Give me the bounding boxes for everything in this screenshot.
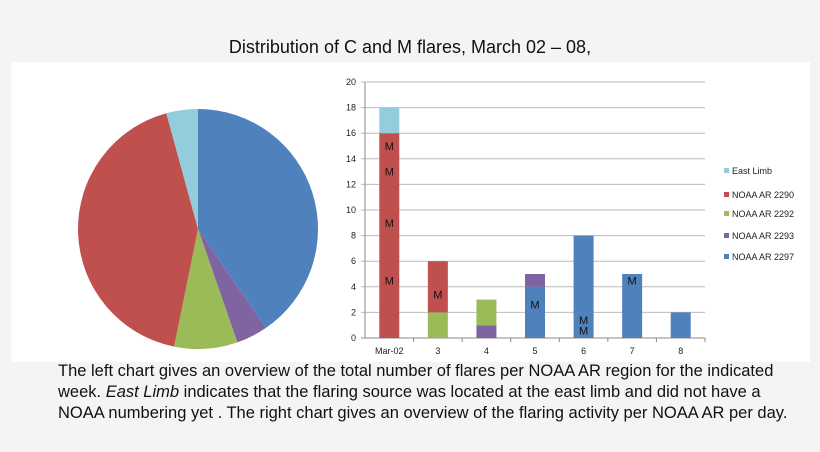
caption: The left chart gives an overview of the … <box>58 361 798 424</box>
bar-noaa-ar-2297 <box>622 274 643 338</box>
m-flare-label: M <box>579 325 588 337</box>
bar-noaa-ar-2290 <box>379 133 400 338</box>
bar-noaa-ar-2292 <box>476 299 497 326</box>
legend-swatch <box>724 233 729 238</box>
legend-label: NOAA AR 2292 <box>732 209 794 219</box>
m-flare-label: M <box>385 141 394 153</box>
x-tick-label: 6 <box>581 346 586 356</box>
legend-swatch <box>724 192 729 197</box>
legend-label: NOAA AR 2293 <box>732 231 794 241</box>
m-flare-label: M <box>433 289 442 301</box>
y-tick-label: 20 <box>346 77 356 87</box>
y-tick-label: 6 <box>351 256 356 266</box>
caption-text: The left chart gives an overview of the … <box>58 362 774 401</box>
pie-slice-noaa-ar-2293 <box>198 229 266 343</box>
y-tick-label: 16 <box>346 128 356 138</box>
m-flare-label: M <box>628 275 637 287</box>
m-flare-label: M <box>530 300 539 312</box>
page-title: Distribution of C and M flares, March 02… <box>228 37 592 57</box>
x-tick-label: 3 <box>435 346 440 356</box>
bar-noaa-ar-2297 <box>573 235 594 338</box>
bar-noaa-ar-2292 <box>427 312 448 338</box>
pie-slice-east-limb <box>166 109 198 229</box>
bar-noaa-ar-2293 <box>525 274 545 287</box>
bar-noaa-ar-2297 <box>525 286 545 338</box>
y-tick-label: 10 <box>346 205 356 215</box>
m-flare-label: M <box>385 275 394 287</box>
caption-text-2: indicates that the flaring source was lo… <box>58 383 788 422</box>
legend-label: East Limb <box>732 166 772 176</box>
x-tick-label: 4 <box>484 346 489 356</box>
x-tick-label: 8 <box>678 346 683 356</box>
m-flare-label: M <box>579 315 588 327</box>
legend-swatch <box>724 254 729 259</box>
pie-slice-noaa-ar-2297 <box>198 109 319 328</box>
legend-swatch <box>724 168 729 173</box>
bar-noaa-ar-2297 <box>670 312 691 338</box>
y-tick-label: 14 <box>346 154 356 164</box>
y-tick-label: 4 <box>351 282 356 292</box>
y-tick-label: 12 <box>346 179 356 189</box>
x-tick-label: 7 <box>630 346 635 356</box>
y-tick-label: 8 <box>351 231 356 241</box>
pie-slice-noaa-ar-2292 <box>174 229 238 350</box>
y-tick-label: 18 <box>346 103 356 113</box>
x-tick-label: Mar-02 <box>375 346 404 356</box>
x-tick-label: 5 <box>532 346 537 356</box>
y-tick-label: 2 <box>351 307 356 317</box>
legend-label: NOAA AR 2297 <box>732 252 794 262</box>
legend-label: NOAA AR 2290 <box>732 190 794 200</box>
bar-noaa-ar-2293 <box>476 325 497 338</box>
bar-noaa-ar-2290 <box>427 261 448 313</box>
y-tick-label: 0 <box>351 333 356 343</box>
legend-swatch <box>724 211 729 216</box>
m-flare-label: M <box>385 167 394 179</box>
pie-slice-noaa-ar-2290 <box>78 113 198 347</box>
bar-east-limb <box>379 107 400 134</box>
m-flare-label: M <box>385 218 394 230</box>
caption-italic: East Limb <box>105 383 180 401</box>
